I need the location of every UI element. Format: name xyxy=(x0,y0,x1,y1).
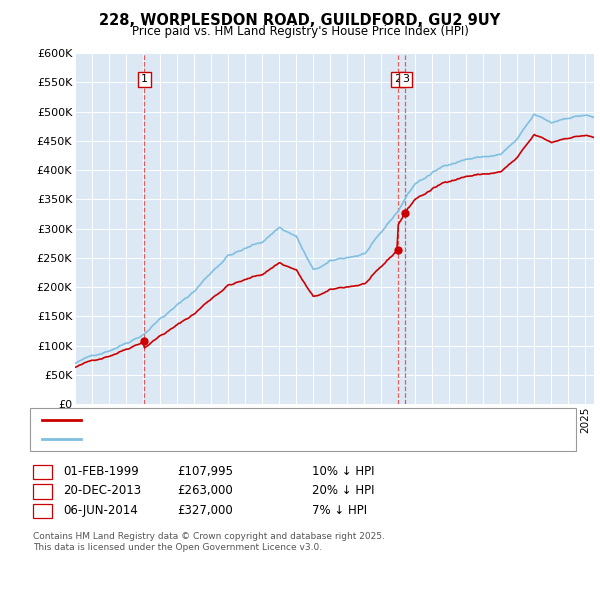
Text: 10% ↓ HPI: 10% ↓ HPI xyxy=(312,465,374,478)
Text: 228, WORPLESDON ROAD, GUILDFORD, GU2 9UY: 228, WORPLESDON ROAD, GUILDFORD, GU2 9UY xyxy=(100,13,500,28)
Text: 228, WORPLESDON ROAD, GUILDFORD, GU2 9UY (semi-detached house): 228, WORPLESDON ROAD, GUILDFORD, GU2 9UY… xyxy=(87,415,466,425)
Text: 20% ↓ HPI: 20% ↓ HPI xyxy=(312,484,374,497)
Text: HPI: Average price, semi-detached house, Guildford: HPI: Average price, semi-detached house,… xyxy=(87,434,357,444)
Text: Contains HM Land Registry data © Crown copyright and database right 2025.
This d: Contains HM Land Registry data © Crown c… xyxy=(33,532,385,552)
Text: 2: 2 xyxy=(39,486,46,496)
Text: 01-FEB-1999: 01-FEB-1999 xyxy=(63,465,139,478)
Text: £263,000: £263,000 xyxy=(177,484,233,497)
Text: 7% ↓ HPI: 7% ↓ HPI xyxy=(312,504,367,517)
Text: 2: 2 xyxy=(394,74,401,84)
Text: £107,995: £107,995 xyxy=(177,465,233,478)
Text: £327,000: £327,000 xyxy=(177,504,233,517)
Text: 3: 3 xyxy=(39,506,46,515)
Text: 3: 3 xyxy=(402,74,409,84)
Text: 06-JUN-2014: 06-JUN-2014 xyxy=(63,504,138,517)
Text: Price paid vs. HM Land Registry's House Price Index (HPI): Price paid vs. HM Land Registry's House … xyxy=(131,25,469,38)
Text: 20-DEC-2013: 20-DEC-2013 xyxy=(63,484,141,497)
Text: 1: 1 xyxy=(141,74,148,84)
Text: 1: 1 xyxy=(39,467,46,476)
